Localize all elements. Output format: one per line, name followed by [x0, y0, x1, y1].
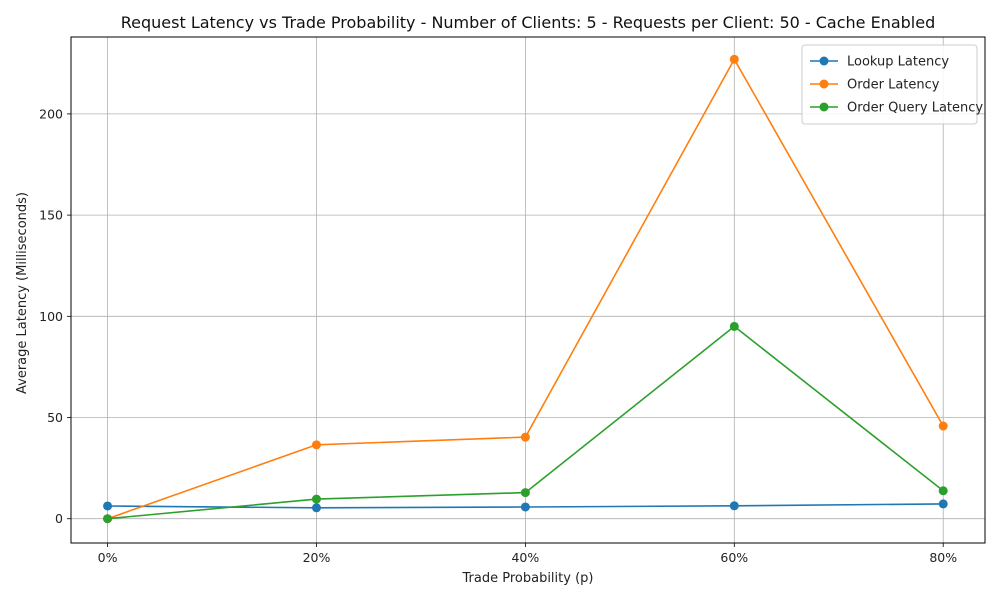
series-0 [103, 499, 948, 513]
legend-label: Lookup Latency [847, 55, 949, 70]
data-point [311, 503, 321, 513]
data-point [729, 54, 739, 64]
legend-label: Order Latency [847, 78, 940, 93]
y-tick-label: 150 [39, 208, 63, 223]
legend-marker [819, 79, 829, 89]
data-point [311, 494, 321, 504]
x-axis: 0% 20% 40% 60% 80% [98, 543, 957, 565]
x-axis-label: Trade Probability (p) [462, 571, 594, 586]
x-tick-label: 80% [929, 550, 957, 565]
y-tick-label: 100 [39, 309, 63, 324]
legend-marker [819, 102, 829, 112]
plot-frame [70, 36, 986, 544]
legend-marker [819, 56, 829, 66]
x-tick-label: 0% [98, 550, 118, 565]
y-tick-label: 200 [39, 106, 63, 121]
legend-label: Order Query Latency [847, 101, 983, 116]
data-point [520, 488, 530, 498]
data-point [938, 486, 948, 496]
x-tick-label: 60% [720, 550, 748, 565]
legend-item: Order Latency [810, 78, 940, 93]
data-point [520, 432, 530, 442]
legend-item: Order Query Latency [810, 101, 983, 116]
data-point [103, 514, 113, 524]
series-layer [103, 54, 948, 524]
y-tick-label: 0 [55, 511, 63, 526]
data-point [520, 502, 530, 512]
data-point [938, 499, 948, 509]
series-2 [103, 321, 948, 524]
legend-box [801, 44, 978, 125]
data-point [103, 501, 113, 511]
data-point [729, 321, 739, 331]
legend: Lookup Latency Order Latency Order Query L… [801, 44, 983, 125]
x-tick-label: 20% [303, 550, 331, 565]
y-axis: 0 50 100 150 200 [39, 106, 71, 526]
chart-title: Request Latency vs Trade Probability - N… [121, 13, 936, 32]
y-tick-label: 50 [47, 410, 63, 425]
data-point [729, 501, 739, 511]
legend-item: Lookup Latency [810, 55, 949, 70]
data-point [938, 421, 948, 431]
y-axis-label: Average Latency (Milliseconds) [15, 192, 30, 394]
x-tick-label: 40% [511, 550, 539, 565]
data-point [311, 440, 321, 450]
